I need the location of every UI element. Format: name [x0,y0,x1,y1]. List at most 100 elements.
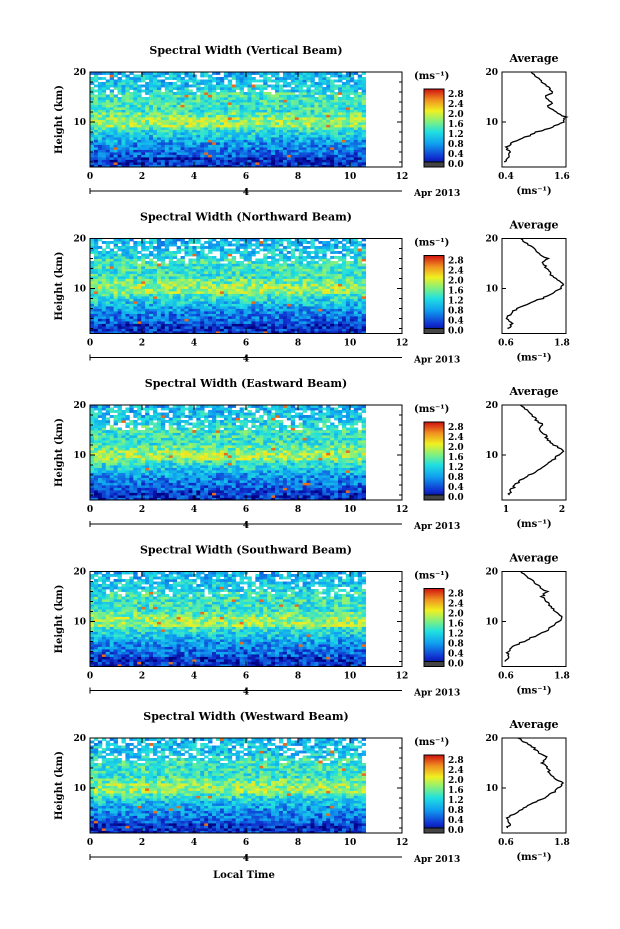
heatmap-cell [302,134,307,138]
heatmap-cell [341,149,347,153]
heatmap-cell [326,119,331,123]
heatmap-cell [141,258,146,262]
heatmap-cell [160,107,166,110]
heatmap-cell [353,159,359,163]
heatmap-cell [149,82,154,85]
heatmap-cell [322,92,327,95]
heatmap-cell [204,306,209,309]
heatmap-cell [310,122,315,125]
heatmap-cell [251,303,256,307]
heatmap-cell [278,97,284,100]
heatmap-cell [306,104,311,108]
heatmap-cell [97,268,103,272]
heatmap-cell [223,109,229,113]
heatmap-cell [361,326,366,329]
heatmap-cell [231,313,237,317]
heatmap-cell [306,306,311,309]
heatmap-cell [145,119,150,123]
heatmap-cell [93,331,99,334]
heatmap-cell [282,308,288,312]
heatmap-cell [192,159,197,163]
heatmap-cell [219,107,225,110]
heatmap-cell [109,139,115,143]
heatmap-cell [196,159,201,163]
heatmap-cell [338,102,343,105]
heatmap-cell [208,326,213,329]
heatmap-cell [129,149,134,153]
heatmap-cell [259,139,264,143]
heatmap-cell [180,102,185,105]
heatmap-cell [160,104,166,108]
heatmap-cell [286,258,292,262]
heatmap-cell [259,318,264,322]
heatmap-cell [145,129,150,133]
heatmap-cell [290,159,296,163]
heatmap-cell [196,157,201,160]
heatmap-cell [137,157,142,160]
heatmap-cell [294,273,300,277]
heatmap-cell [117,313,122,317]
heatmap-cell [160,124,166,128]
heatmap-cell [290,266,296,269]
heatmap-cell [137,288,142,292]
heatmap-cell [215,293,221,297]
heatmap-cell [357,288,363,292]
heatmap-cell [255,99,260,103]
heatmap-cell [93,94,99,98]
heatmap-cell [156,256,162,259]
heatmap-cell [168,301,174,304]
heatmap-cell [125,273,130,277]
heatmap-cell [172,87,178,90]
heatmap-cell [212,293,217,297]
heatmap-cell [105,313,111,317]
heatmap-cell [235,142,241,145]
heatmap-cell [314,268,319,272]
heatmap-cell [176,152,181,155]
heatmap-cell [353,311,359,314]
heatmap-cell [160,112,166,115]
heatmap-cell [278,258,284,262]
heatmap-cell [255,107,260,110]
heatmap-cell [180,124,185,128]
heatmap-cell [105,256,111,259]
heatmap-cell [172,94,178,98]
heatmap-cell [345,149,351,153]
heatmap-cell [318,159,323,163]
heatmap-cell [239,288,244,292]
heatmap-cell [93,323,99,327]
heatmap-cell [259,134,264,138]
heatmap-cell [152,318,158,322]
heatmap-cell [306,281,311,284]
heatmap-cell [267,79,272,83]
heatmap-cell [156,89,162,93]
heatmap-cell [145,109,150,113]
heatmap-cell [113,119,118,123]
heatmap-cell [200,119,205,123]
heatmap-cell [113,112,118,115]
heatmap-cell [109,268,115,272]
heatmap-cell [172,162,178,165]
heatmap-cell [90,114,95,118]
heatmap-cell [152,261,158,264]
heatmap-cell [247,288,252,292]
heatmap-cell [105,144,111,148]
heatmap-cell [137,331,142,334]
heatmap-cell [105,157,111,160]
heatmap-cell [251,298,256,302]
heatmap-cell [219,291,225,294]
heatmap-cell [231,124,237,128]
heatmap-cell [168,114,174,118]
heatmap-cell [326,323,331,327]
heatmap-cell [357,263,363,267]
heatmap-cell [200,109,205,113]
heatmap-cell [357,321,363,324]
heatmap-cell [133,253,138,257]
heatmap-cell [188,251,193,254]
heatmap-cell [121,112,126,115]
heatmap-cell [338,306,343,309]
heatmap-cell [223,298,229,302]
heatmap-cell [176,149,181,153]
heatmap-cell [168,129,174,133]
heatmap-cell [278,134,284,138]
heatmap-cell [282,321,288,324]
